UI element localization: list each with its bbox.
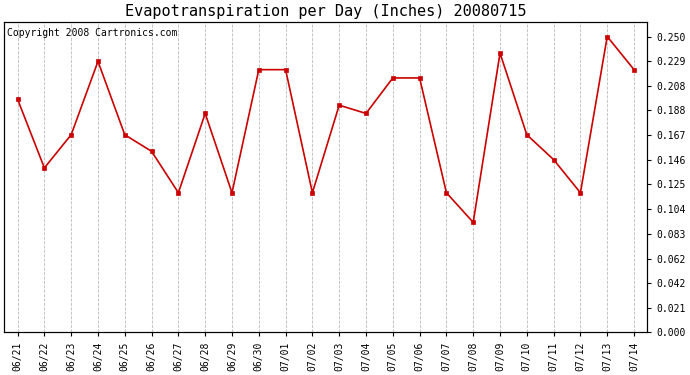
Text: Copyright 2008 Cartronics.com: Copyright 2008 Cartronics.com xyxy=(8,28,178,38)
Title: Evapotranspiration per Day (Inches) 20080715: Evapotranspiration per Day (Inches) 2008… xyxy=(125,4,526,19)
